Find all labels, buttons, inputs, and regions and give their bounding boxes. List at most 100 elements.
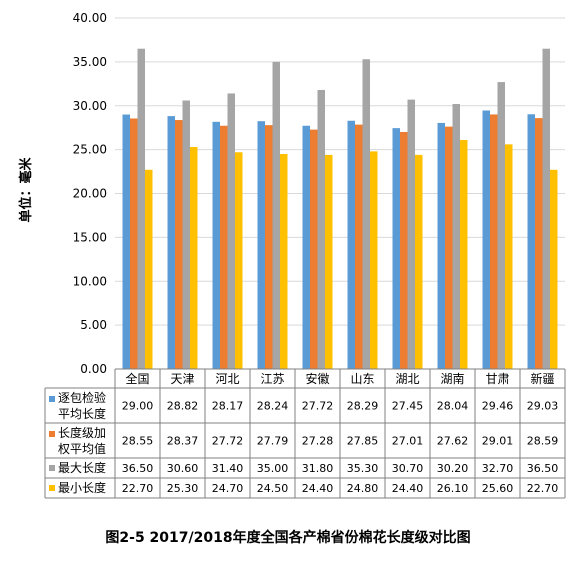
- table-cell: 29.03: [527, 400, 559, 413]
- y-tick-label: 40.00: [73, 11, 107, 25]
- bar: [445, 126, 453, 370]
- table-cell: 30.60: [167, 462, 199, 475]
- bar: [490, 114, 498, 369]
- table-cell: 35.30: [347, 462, 379, 475]
- bar: [325, 154, 333, 369]
- table-cell: 24.80: [347, 482, 379, 495]
- table-cell: 29.46: [482, 400, 514, 413]
- bar: [280, 154, 288, 369]
- bar: [347, 120, 355, 369]
- table-cell: 27.72: [302, 400, 334, 413]
- bar: [482, 110, 490, 370]
- series-label: 最大长度: [58, 460, 106, 475]
- table-cell: 22.70: [527, 482, 559, 495]
- table-cell: 27.85: [347, 435, 379, 448]
- category-label: 江苏: [260, 372, 284, 386]
- bar: [257, 121, 265, 369]
- table-cell: 27.01: [392, 435, 424, 448]
- legend-key: [49, 465, 55, 471]
- bar: [550, 169, 558, 369]
- bar: [190, 146, 198, 369]
- y-tick-label: 0.00: [80, 362, 107, 376]
- table-cell: 22.70: [122, 482, 154, 495]
- chart: 0.00 5.00 10.00 15.00 20.00 25.00 30.00 35.00 40…: [18, 11, 566, 499]
- table-cell: 28.59: [527, 435, 559, 448]
- legend-key: [49, 431, 55, 437]
- table-cell: 26.10: [437, 482, 469, 495]
- category-label: 湖北: [395, 371, 419, 386]
- bar: [310, 129, 318, 369]
- category-label: 河北: [215, 372, 239, 386]
- bar: [415, 154, 423, 369]
- bar: [182, 100, 190, 370]
- bar: [212, 121, 220, 369]
- table-cell: 29.00: [122, 400, 154, 413]
- bar: [505, 144, 513, 369]
- table-cell: 28.55: [122, 435, 154, 448]
- bar: [137, 48, 145, 370]
- series-label: 最小长度: [58, 480, 106, 495]
- table-cell: 31.80: [302, 462, 334, 475]
- bar: [130, 118, 138, 369]
- category-label: 天津: [170, 372, 194, 386]
- table-cell: 31.40: [212, 462, 244, 475]
- bar: [535, 118, 543, 370]
- table-cell: 24.70: [212, 482, 244, 495]
- table-cell: 28.37: [167, 435, 199, 448]
- table-cell: 28.04: [437, 400, 469, 413]
- bar: [265, 125, 273, 369]
- y-tick-label: 20.00: [73, 187, 107, 201]
- legend-key: [49, 485, 55, 491]
- table-cell: 29.01: [482, 435, 514, 448]
- bar: [452, 103, 460, 370]
- bar: [227, 93, 235, 369]
- bar: [317, 89, 325, 369]
- table-cell: 27.62: [437, 435, 469, 448]
- table-cell: 24.40: [392, 482, 424, 495]
- category-label: 全国: [125, 371, 149, 386]
- bar: [167, 116, 175, 370]
- bar: [122, 114, 130, 370]
- category-label: 山东: [350, 372, 374, 386]
- bar: [407, 99, 415, 370]
- bar: [527, 114, 535, 369]
- bar: [400, 131, 408, 369]
- bar: [355, 124, 363, 370]
- table-cell: 30.70: [392, 462, 424, 475]
- category-label: 新疆: [530, 371, 554, 386]
- category-label: 湖南: [440, 371, 464, 386]
- series-label: 逐包检验平均长度: [58, 390, 106, 421]
- y-axis-label: 单位：毫米: [18, 157, 34, 223]
- table-cell: 30.20: [437, 462, 469, 475]
- series-label: 长度级加权平均值: [58, 425, 106, 456]
- table-cell: 36.50: [527, 462, 559, 475]
- bar: [235, 152, 243, 369]
- y-axis-tick-labels: 0.00 5.00 10.00 15.00 20.00 25.00 30.00 35.00 40…: [73, 11, 107, 376]
- table-cell: 28.29: [347, 400, 379, 413]
- bar: [392, 128, 400, 369]
- table-cell: 27.45: [392, 400, 424, 413]
- y-tick-label: 35.00: [73, 55, 107, 69]
- table-cell: 25.60: [482, 482, 514, 495]
- bar: [220, 125, 228, 369]
- y-tick-label: 30.00: [73, 99, 107, 113]
- table-cell: 27.79: [257, 435, 289, 448]
- table-cell: 35.00: [257, 462, 289, 475]
- bar: [370, 151, 378, 369]
- bars: [122, 48, 558, 370]
- bar: [302, 125, 310, 369]
- category-label: 甘肃: [485, 372, 509, 386]
- y-tick-label: 10.00: [73, 274, 107, 288]
- table-cell: 24.40: [302, 482, 334, 495]
- table-cell: 24.50: [257, 482, 289, 495]
- y-tick-label: 15.00: [73, 230, 107, 244]
- bar: [272, 61, 280, 369]
- y-tick-label: 25.00: [73, 143, 107, 157]
- legend-key: [49, 396, 55, 402]
- table-cell: 27.28: [302, 435, 334, 448]
- table-cell: 32.70: [482, 462, 514, 475]
- bar: [175, 120, 183, 369]
- figure-caption: 图2-5 2017/2018年度全国各产棉省份棉花长度级对比图: [105, 530, 471, 546]
